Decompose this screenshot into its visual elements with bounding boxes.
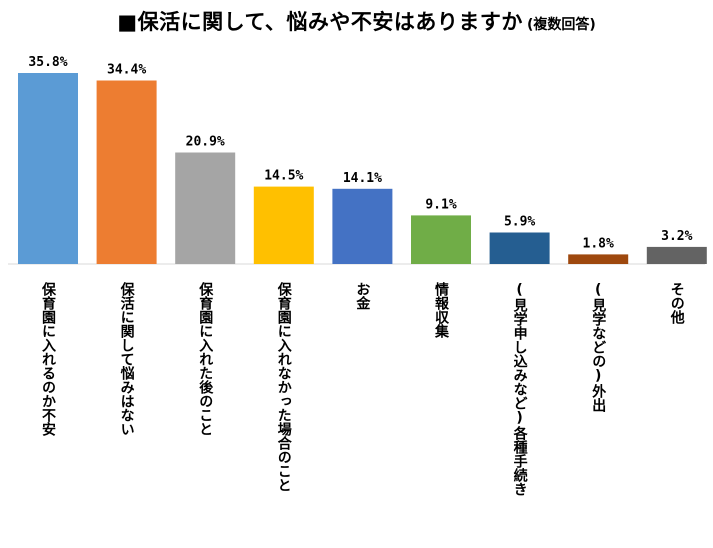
data-label-9: 3.2%	[661, 229, 692, 244]
chart-title-main: ■保活に関して、悩みや不安はありますか	[117, 10, 523, 34]
bar-5	[332, 188, 393, 264]
data-label-8: 1.8%	[583, 236, 614, 251]
chart-title-subtitle: (複数回答)	[526, 17, 596, 33]
data-label-4: 14.5%	[264, 169, 303, 184]
category-label-2: 保活に関して悩みはない	[118, 282, 135, 436]
bar-4	[253, 186, 314, 264]
data-label-5: 14.1%	[343, 171, 382, 186]
bar-1	[18, 73, 78, 264]
category-label-7: (見学申し込みなど)各種手続き	[511, 282, 528, 496]
bar-9	[646, 246, 707, 264]
data-label-1: 35.8%	[28, 55, 67, 70]
chart-title: ■保活に関して、悩みや不安はありますか (複数回答)	[0, 6, 713, 36]
category-label-5: お金	[354, 282, 371, 310]
data-label-2: 34.4%	[107, 63, 146, 78]
category-label-9: その他	[668, 282, 685, 324]
data-label-6: 9.1%	[425, 197, 456, 212]
bar-3	[175, 152, 236, 264]
category-label-6: 情報収集	[433, 282, 449, 338]
category-label-1: 保育園に入れるのか不安	[40, 282, 56, 436]
bar-8	[568, 254, 629, 264]
category-label-8: (見学などの)外出	[590, 282, 607, 412]
category-label-4: 保育園に入れなかった場合のこと	[275, 282, 292, 492]
bar-2	[96, 80, 157, 264]
bar-7	[489, 232, 550, 264]
data-label-7: 5.9%	[504, 215, 535, 230]
category-label-3: 保育園に入れた後のこと	[197, 282, 214, 436]
bar-6	[411, 215, 471, 264]
data-label-3: 20.9%	[186, 135, 225, 150]
